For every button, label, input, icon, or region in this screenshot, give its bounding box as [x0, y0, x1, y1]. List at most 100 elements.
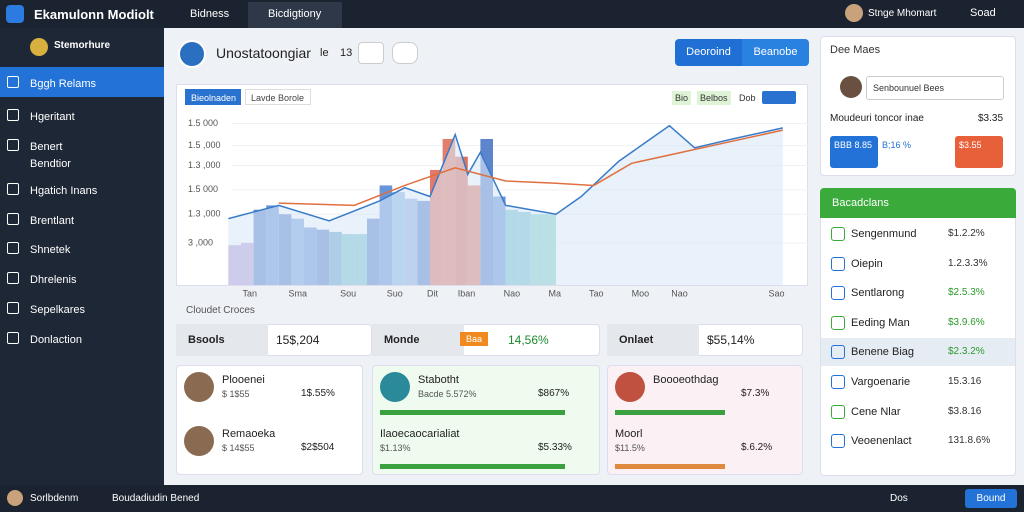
- stat-value: 14,56%: [508, 333, 549, 347]
- tab[interactable]: Bidness: [190, 8, 230, 20]
- bottom-right[interactable]: Dos: [890, 493, 908, 504]
- right-amount: $3.35: [978, 113, 1004, 124]
- chart-chip[interactable]: Bio: [672, 91, 692, 105]
- y-tick-label: 1.3 ,000: [188, 160, 221, 170]
- x-tick-label: Sma: [288, 288, 307, 298]
- x-tick-label: Moo: [632, 288, 650, 298]
- nav-item[interactable]: Brentlant: [30, 215, 75, 227]
- right-input[interactable]: Senbounuel Bees: [866, 76, 1004, 100]
- stat-label: Onlaet: [607, 324, 699, 356]
- card-name: Moorl: [615, 428, 643, 440]
- list-name[interactable]: Vargoenarie: [851, 376, 911, 388]
- avatar: [615, 372, 645, 402]
- card-value: $.6.2%: [741, 442, 773, 453]
- nav-icon: [7, 242, 19, 254]
- y-tick-label: 1.5 000: [188, 184, 218, 194]
- x-tick-label: Iban: [458, 288, 476, 298]
- y-tick-label: 1.3 ,000: [188, 209, 221, 219]
- primary-button[interactable]: Beanobe: [742, 39, 809, 66]
- avatar: [184, 426, 214, 456]
- y-tick-label: 1.5 ,000: [188, 140, 221, 150]
- list-name[interactable]: Oiepin: [851, 257, 883, 270]
- x-tick-label: Sou: [340, 288, 356, 298]
- chart-chip[interactable]: Belbos: [697, 91, 731, 105]
- list-name[interactable]: Benene Biag: [851, 346, 914, 359]
- bottom-left: Sorlbdenm: [30, 493, 79, 504]
- app-icon[interactable]: [6, 5, 24, 23]
- list-name[interactable]: Eeding Man: [851, 316, 910, 329]
- progress: [380, 464, 565, 469]
- list-name[interactable]: Veoenenlact: [851, 435, 912, 448]
- list-name[interactable]: Sentlarong: [851, 287, 905, 300]
- header-btn[interactable]: [392, 42, 418, 64]
- avatar: [380, 372, 410, 402]
- nav-item[interactable]: Benert Bendtior: [30, 141, 71, 170]
- right-title: Dee Maes: [830, 44, 881, 56]
- progress: [380, 410, 565, 415]
- list-value: $2.3.2%: [948, 346, 985, 358]
- chart-tab[interactable]: Bieolnaden: [185, 89, 241, 105]
- stat-label: Bsools: [176, 324, 268, 356]
- list-icon: [831, 227, 845, 241]
- list-icon: [831, 256, 845, 271]
- list-value: $3.9.6%: [948, 316, 985, 328]
- chart-tab[interactable]: Lavde Borole: [245, 89, 311, 105]
- nav-item[interactable]: Shnetek: [30, 244, 71, 256]
- tile[interactable]: B;16 %: [878, 136, 950, 168]
- progress: [615, 410, 725, 415]
- list-icon: [831, 286, 845, 301]
- list-highlight: [821, 338, 1015, 367]
- chart-toggle[interactable]: [762, 91, 796, 104]
- nav-item[interactable]: Hgeritant: [30, 111, 75, 123]
- header-btn[interactable]: [358, 42, 384, 64]
- nav-active: [0, 67, 164, 97]
- list-value: 131.8.6%: [948, 435, 991, 447]
- tile[interactable]: BBB 8.85: [830, 136, 878, 168]
- list-icon: [831, 434, 845, 449]
- card-value: $867%: [538, 388, 570, 399]
- x-tick-label: Tan: [243, 288, 258, 298]
- bottom-bar: [0, 485, 1024, 512]
- page-title: Unostatoongiar: [216, 45, 311, 61]
- list-name[interactable]: Cene Nlar: [851, 405, 901, 418]
- avatar: [184, 372, 214, 402]
- sidebar: [0, 28, 164, 485]
- nav-item[interactable]: Dhrelenis: [30, 274, 77, 286]
- card-sub: Bacde 5.572%: [418, 389, 477, 399]
- stat-value: 15$,204: [276, 333, 320, 347]
- info-card: [372, 365, 600, 475]
- chart-chip[interactable]: Dob: [736, 91, 759, 105]
- stat-label: Monde: [372, 324, 464, 356]
- primary-button[interactable]: Deoroind: [675, 39, 742, 66]
- list-icon: [831, 404, 845, 419]
- nav-item[interactable]: Donlaction: [30, 334, 82, 346]
- stat-chip: Baa: [460, 332, 489, 346]
- right-label: Moudeuri toncor inae: [830, 113, 924, 124]
- app-title: Ekamulonn Modiolt: [34, 7, 154, 22]
- user-avatar[interactable]: [845, 4, 863, 22]
- tab[interactable]: Bicdigtiony: [248, 2, 342, 28]
- x-tick-label: Dit: [427, 288, 438, 298]
- nav-icon: [7, 183, 19, 195]
- line: [228, 124, 783, 222]
- list-header: Bacadclans: [820, 188, 1016, 218]
- list-value: 15.3.16: [948, 376, 982, 387]
- progress: [615, 464, 725, 469]
- nav-item[interactable]: Bggh Relams: [30, 78, 97, 90]
- tile[interactable]: $3.55: [955, 136, 1003, 168]
- x-tick-label: Nao: [504, 288, 521, 298]
- nav-icon: [7, 76, 19, 88]
- list-name[interactable]: Sengenmund: [851, 228, 917, 240]
- stat-value: $55,14%: [707, 333, 755, 347]
- nav-item[interactable]: Hgatich Inans: [30, 185, 98, 197]
- sidebar-user: Stemorhure: [54, 40, 111, 51]
- card-value: $5.33%: [538, 442, 572, 453]
- nav-item[interactable]: Sepelkares: [30, 304, 86, 316]
- top-action[interactable]: Soad: [970, 7, 996, 19]
- line: [278, 129, 783, 207]
- x-tick-label: Suo: [387, 288, 403, 298]
- bottom-button[interactable]: Bound: [965, 489, 1017, 508]
- nav-icon: [7, 109, 19, 121]
